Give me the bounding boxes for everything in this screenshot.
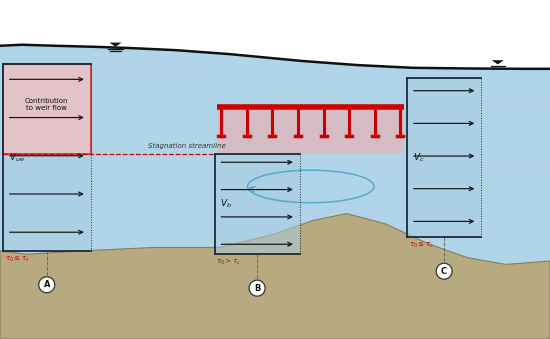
Circle shape: [249, 280, 265, 296]
Polygon shape: [0, 45, 550, 264]
Polygon shape: [0, 0, 550, 69]
Text: A: A: [43, 280, 50, 289]
Polygon shape: [109, 43, 122, 47]
Text: $\tau_0 \leq \tau_c$: $\tau_0 \leq \tau_c$: [409, 240, 434, 251]
Bar: [3, 64, 91, 251]
Bar: [3, 64, 91, 154]
Circle shape: [39, 277, 55, 293]
Polygon shape: [492, 60, 504, 64]
Text: $V_{c}$: $V_{c}$: [413, 152, 425, 164]
Circle shape: [436, 263, 452, 279]
Text: Stagnation streamline: Stagnation streamline: [148, 143, 227, 149]
Bar: [407, 78, 481, 237]
Polygon shape: [0, 214, 550, 339]
Text: $\tau_0 \leq \tau_c$: $\tau_0 \leq \tau_c$: [5, 254, 30, 264]
Text: Contribution
to weir flow: Contribution to weir flow: [25, 98, 69, 111]
Text: C: C: [441, 267, 447, 276]
Text: $\tau_0 > \tau_c$: $\tau_0 > \tau_c$: [217, 257, 241, 267]
Text: $V_{ue}$: $V_{ue}$: [9, 152, 25, 164]
Text: $V_{b}$: $V_{b}$: [221, 198, 233, 211]
Bar: [214, 154, 300, 254]
Bar: [217, 107, 404, 153]
Text: B: B: [254, 284, 260, 293]
